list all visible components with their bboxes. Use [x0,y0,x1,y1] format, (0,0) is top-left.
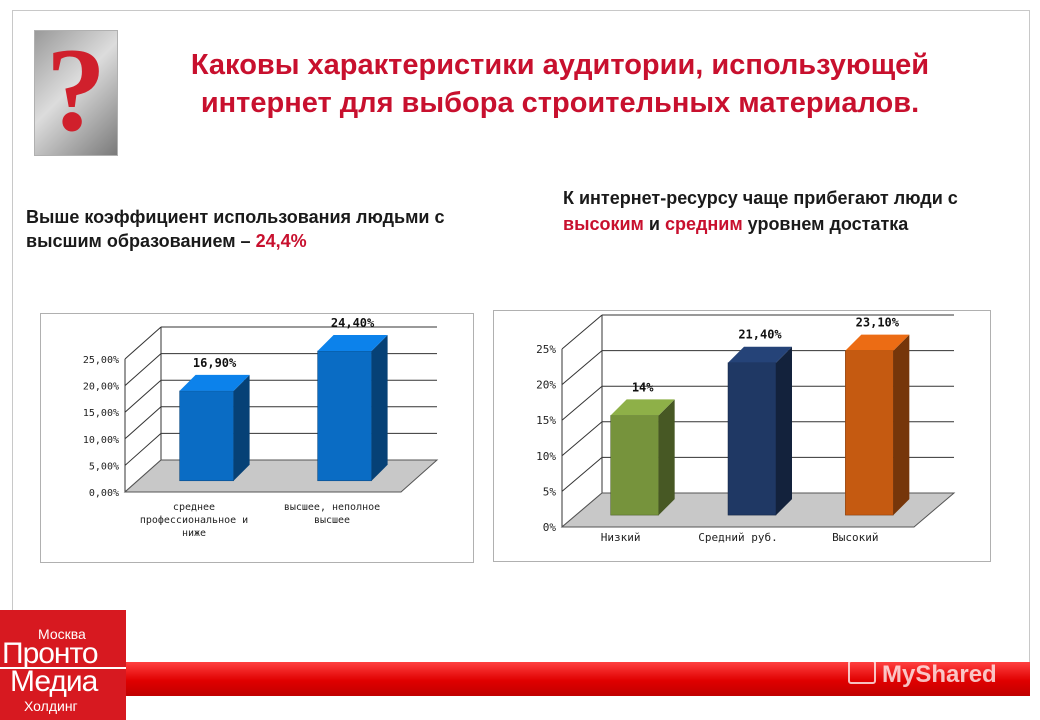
gridline-depth [561,457,603,492]
income-chart: 0% 5% 10% 15% 20% 25% 14% Низкий 21,40% Средний р… [493,310,991,562]
question-mark-icon: ? [46,30,106,156]
watermark-icon [848,660,876,684]
education-chart: 0,00% 5,00% 10,00% 15,00% 20,00% 25,00% 16,90%… [40,313,474,563]
logo-line-1: Москва [38,626,86,642]
y-tick-label: 0,00% [89,488,119,499]
logo-line-2: Пронто [2,637,99,670]
gridline-depth [124,379,162,413]
data-label: 24,40% [331,316,375,330]
company-logo: Москва Пронто Медиа Холдинг [0,610,126,720]
bar-top [610,399,675,416]
right-caption-high: высоким [563,214,644,234]
gridline-depth [561,421,603,457]
bar [727,362,777,516]
logo-line-4: Холдинг [24,698,78,714]
data-label: 21,40% [738,328,782,342]
watermark: MyShared [848,660,997,689]
education-chart-svg: 0,00% 5,00% 10,00% 15,00% 20,00% 25,00% 16,90%… [83,316,439,539]
right-caption-mid: средним [664,214,743,234]
left-caption-text: Выше коэффициент использования людьми с … [26,207,445,251]
bar-top [317,334,388,351]
y-tick-label: 10,00% [83,435,119,446]
left-caption-highlight: 24,4% [255,231,307,251]
footer-red-band [0,662,1030,696]
bar-top [179,374,250,391]
bar [845,350,894,516]
slide-title: Каковы характеристики аудитории, использ… [190,49,930,119]
gridline-depth [124,406,162,440]
gridline-depth [124,326,162,360]
chart-floor [123,459,439,493]
y-tick-label: 25,00% [83,355,119,366]
bar [179,390,234,482]
x-tick-label: высшее, неполное высшее [284,502,380,526]
gridline-depth [124,433,162,466]
question-mark-image: ? [34,30,118,156]
y-tick-label: 10% [536,450,556,463]
income-chart-svg: 0% 5% 10% 15% 20% 25% 14% Низкий 21,40% Средний р… [536,314,956,544]
right-caption-and: и [648,214,660,234]
bar-side [893,334,910,516]
y-tick-label: 20,00% [83,382,119,393]
y-tick-label: 25% [536,343,556,356]
right-caption-part1: К интернет-ресурсу чаще прибегают люди с [563,188,958,208]
data-label: 16,90% [193,356,237,370]
gridline-depth [561,385,603,421]
data-label: 23,10% [856,316,900,330]
watermark-text: MyShared [882,661,997,688]
x-tick-label: среднее профессиональное и ниже [140,502,248,539]
y-tick-label: 0% [543,521,557,534]
gridline-depth [561,350,603,385]
bar-top [845,334,910,351]
x-tick-label: Средний руб. [698,531,777,544]
y-tick-label: 15,00% [83,408,119,419]
gridline-depth [124,353,162,386]
x-tick-label: Высокий [832,531,878,544]
bar-side [371,334,388,481]
logo-line-3: Медиа [10,665,98,698]
right-caption-part2: уровнем достатка [747,214,909,234]
gridline-depth [561,314,603,350]
left-caption: Выше коэффициент использования людьми с … [26,205,496,253]
bar-side [233,374,250,481]
bar [317,350,372,482]
bar-top [728,346,792,363]
y-tick-label: 15% [536,414,556,427]
bar [610,415,659,516]
y-tick-label: 5,00% [89,461,119,472]
y-tick-label: 5% [543,485,557,498]
y-tick-label: 20% [536,379,556,392]
bar-side [658,399,675,516]
right-caption: К интернет-ресурсу чаще прибегают люди с… [563,185,993,237]
logo-divider [0,667,126,669]
x-tick-label: Низкий [601,531,641,544]
bar-side [776,346,792,516]
data-label: 14% [632,380,654,394]
